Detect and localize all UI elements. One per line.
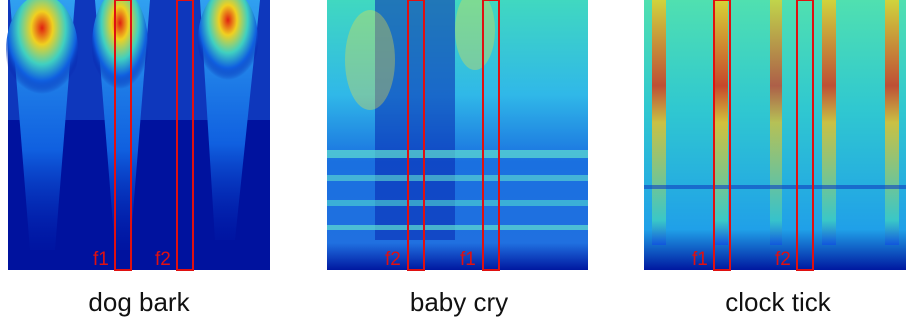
caption: dog bark — [88, 287, 190, 317]
frame-box — [713, 0, 731, 271]
spectrogram-clock-tick: f1 f2 — [644, 0, 906, 271]
frame-label: f2 — [775, 249, 791, 270]
frame-box — [176, 0, 194, 271]
frame-box — [482, 0, 500, 271]
frame-label: f1 — [93, 249, 109, 270]
frame-label: f2 — [155, 249, 171, 270]
frame-label: f1 — [692, 249, 708, 270]
frame-box — [796, 0, 814, 271]
spectrogram-dog-bark: f1 f2 — [6, 0, 270, 271]
frame-label: f2 — [385, 249, 401, 270]
frame-box — [114, 0, 132, 271]
frame-label: f1 — [460, 249, 476, 270]
caption: baby cry — [410, 287, 508, 317]
frame-box — [407, 0, 425, 271]
caption: clock tick — [725, 287, 831, 317]
spectrogram-baby-cry: f2 f1 — [327, 0, 588, 271]
